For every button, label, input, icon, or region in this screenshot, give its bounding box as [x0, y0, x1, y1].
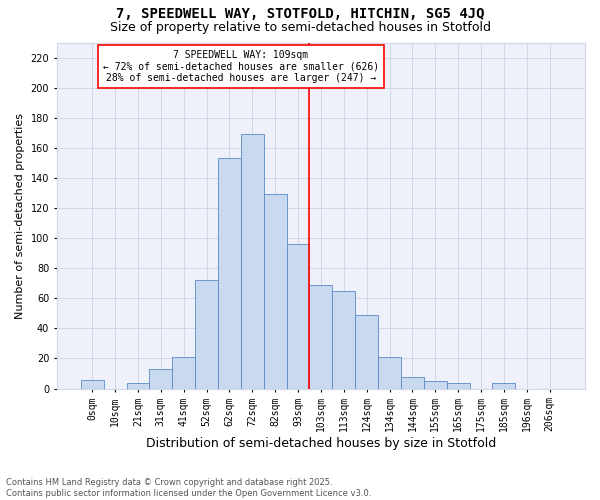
Bar	[172, 357, 195, 388]
Bar	[332, 291, 355, 388]
Bar	[127, 382, 149, 388]
Text: Contains HM Land Registry data © Crown copyright and database right 2025.
Contai: Contains HM Land Registry data © Crown c…	[6, 478, 371, 498]
Bar	[424, 381, 446, 388]
Bar	[241, 134, 264, 388]
Bar	[355, 315, 378, 388]
Text: 7 SPEEDWELL WAY: 109sqm
← 72% of semi-detached houses are smaller (626)
28% of s: 7 SPEEDWELL WAY: 109sqm ← 72% of semi-de…	[103, 50, 379, 83]
Bar	[446, 382, 470, 388]
Bar	[493, 382, 515, 388]
Text: Size of property relative to semi-detached houses in Stotfold: Size of property relative to semi-detach…	[110, 21, 491, 34]
Text: 7, SPEEDWELL WAY, STOTFOLD, HITCHIN, SG5 4JQ: 7, SPEEDWELL WAY, STOTFOLD, HITCHIN, SG5…	[116, 8, 484, 22]
Bar	[81, 380, 104, 388]
Bar	[264, 194, 287, 388]
Bar	[149, 369, 172, 388]
Bar	[218, 158, 241, 388]
Bar	[287, 244, 310, 388]
Y-axis label: Number of semi-detached properties: Number of semi-detached properties	[15, 112, 25, 318]
Bar	[401, 376, 424, 388]
Bar	[310, 284, 332, 389]
X-axis label: Distribution of semi-detached houses by size in Stotfold: Distribution of semi-detached houses by …	[146, 437, 496, 450]
Bar	[195, 280, 218, 388]
Bar	[378, 357, 401, 388]
